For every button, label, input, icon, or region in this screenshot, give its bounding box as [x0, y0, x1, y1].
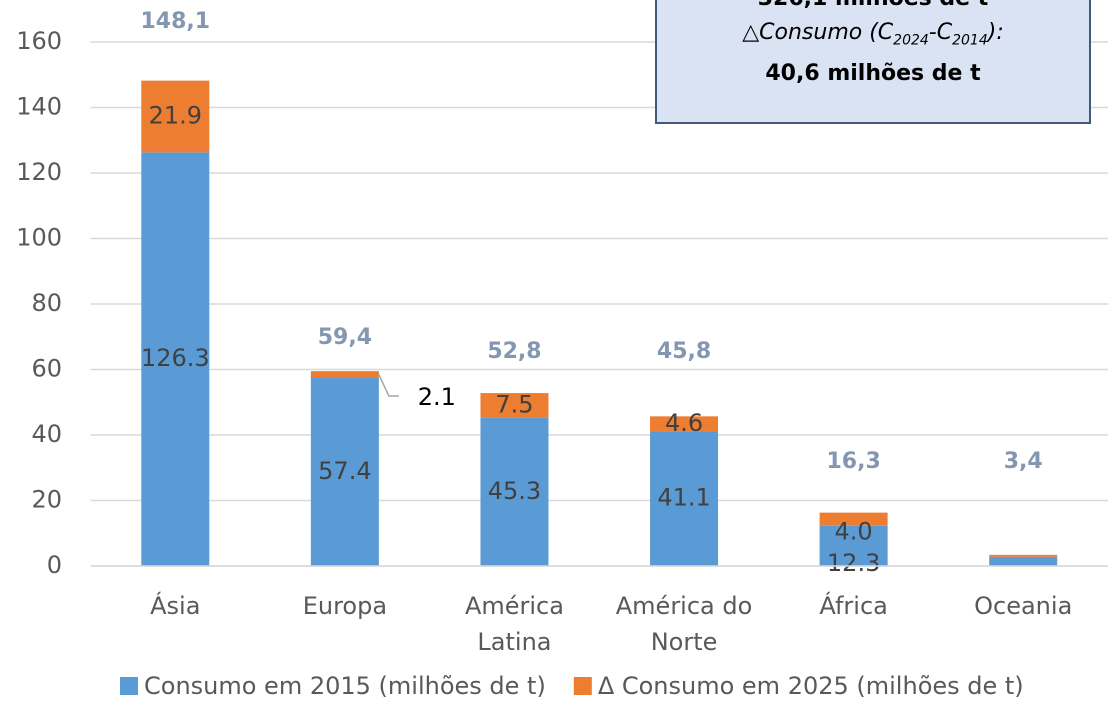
data-label: 126.3 — [141, 344, 210, 372]
bar-segment — [819, 525, 888, 566]
y-tick-label: 120 — [16, 158, 62, 186]
total-label: 148,1 — [140, 9, 210, 34]
x-tick-label: Europa — [302, 592, 388, 620]
data-label: 12.3 — [827, 549, 880, 577]
data-label: 4.6 — [665, 409, 703, 437]
bar-segment — [650, 416, 719, 432]
text: ): — [987, 20, 1004, 45]
y-tick-label: 40 — [31, 420, 62, 448]
total-label: 52,8 — [487, 339, 541, 364]
y-tick-label: 0 — [47, 551, 62, 579]
bar-segment — [819, 512, 888, 526]
data-label: 45.3 — [488, 477, 541, 505]
total-label: 59,4 — [318, 325, 372, 350]
text: 2024 — [893, 32, 929, 49]
data-label: 21.9 — [149, 102, 202, 130]
total-label: 45,8 — [657, 339, 711, 364]
data-label: 2.1 — [418, 383, 456, 411]
annotation-delta-label: △Consumo (C2024-C2014): — [657, 16, 1089, 57]
total-label: 3,4 — [1004, 449, 1043, 474]
legend-label: Consumo em 2015 (milhões de t) — [144, 672, 546, 700]
text: 2014 — [952, 32, 988, 49]
leader-line — [378, 374, 399, 397]
annotation-box: 326,1 milhões de t △Consumo (C2024-C2014… — [655, 0, 1091, 124]
bar-segment — [480, 417, 549, 566]
text: △ — [742, 20, 760, 45]
bar-segment — [989, 554, 1058, 557]
x-tick-label: Ásia — [150, 592, 201, 620]
x-tick-label: América do Norte — [615, 592, 753, 656]
y-tick-label: 80 — [31, 289, 62, 317]
y-tick-label: 100 — [16, 224, 62, 252]
legend-label: Δ Consumo em 2025 (milhões de t) — [598, 672, 1024, 700]
x-tick-label: Oceania — [974, 592, 1073, 620]
bar-segment — [989, 556, 1058, 566]
bar-segment — [310, 378, 379, 566]
data-label: 57.4 — [318, 457, 371, 485]
y-tick-label: 160 — [16, 27, 62, 55]
bar-segment — [141, 80, 210, 153]
y-tick-label: 20 — [31, 486, 62, 514]
bar-segment — [650, 431, 719, 566]
data-label: 7.5 — [495, 390, 533, 418]
bar-segment — [141, 152, 210, 566]
annotation-delta: 40,6 milhões de t — [765, 61, 981, 87]
data-label: 4.0 — [835, 518, 873, 546]
legend-swatch — [573, 677, 592, 695]
annotation-total: 326,1 milhões de t — [657, 0, 1089, 16]
bar-segment — [310, 371, 379, 379]
legend-swatch — [120, 677, 138, 695]
bar-segment — [480, 393, 549, 418]
data-label: 41.1 — [657, 484, 710, 512]
total-label: 16,3 — [826, 449, 880, 474]
text: Consumo (C — [759, 20, 894, 45]
y-tick-label: 140 — [16, 93, 62, 121]
x-tick-label: África — [819, 592, 888, 620]
x-tick-label: América Latina — [464, 592, 564, 656]
y-tick-label: 60 — [31, 355, 62, 383]
text: -C — [928, 20, 953, 45]
